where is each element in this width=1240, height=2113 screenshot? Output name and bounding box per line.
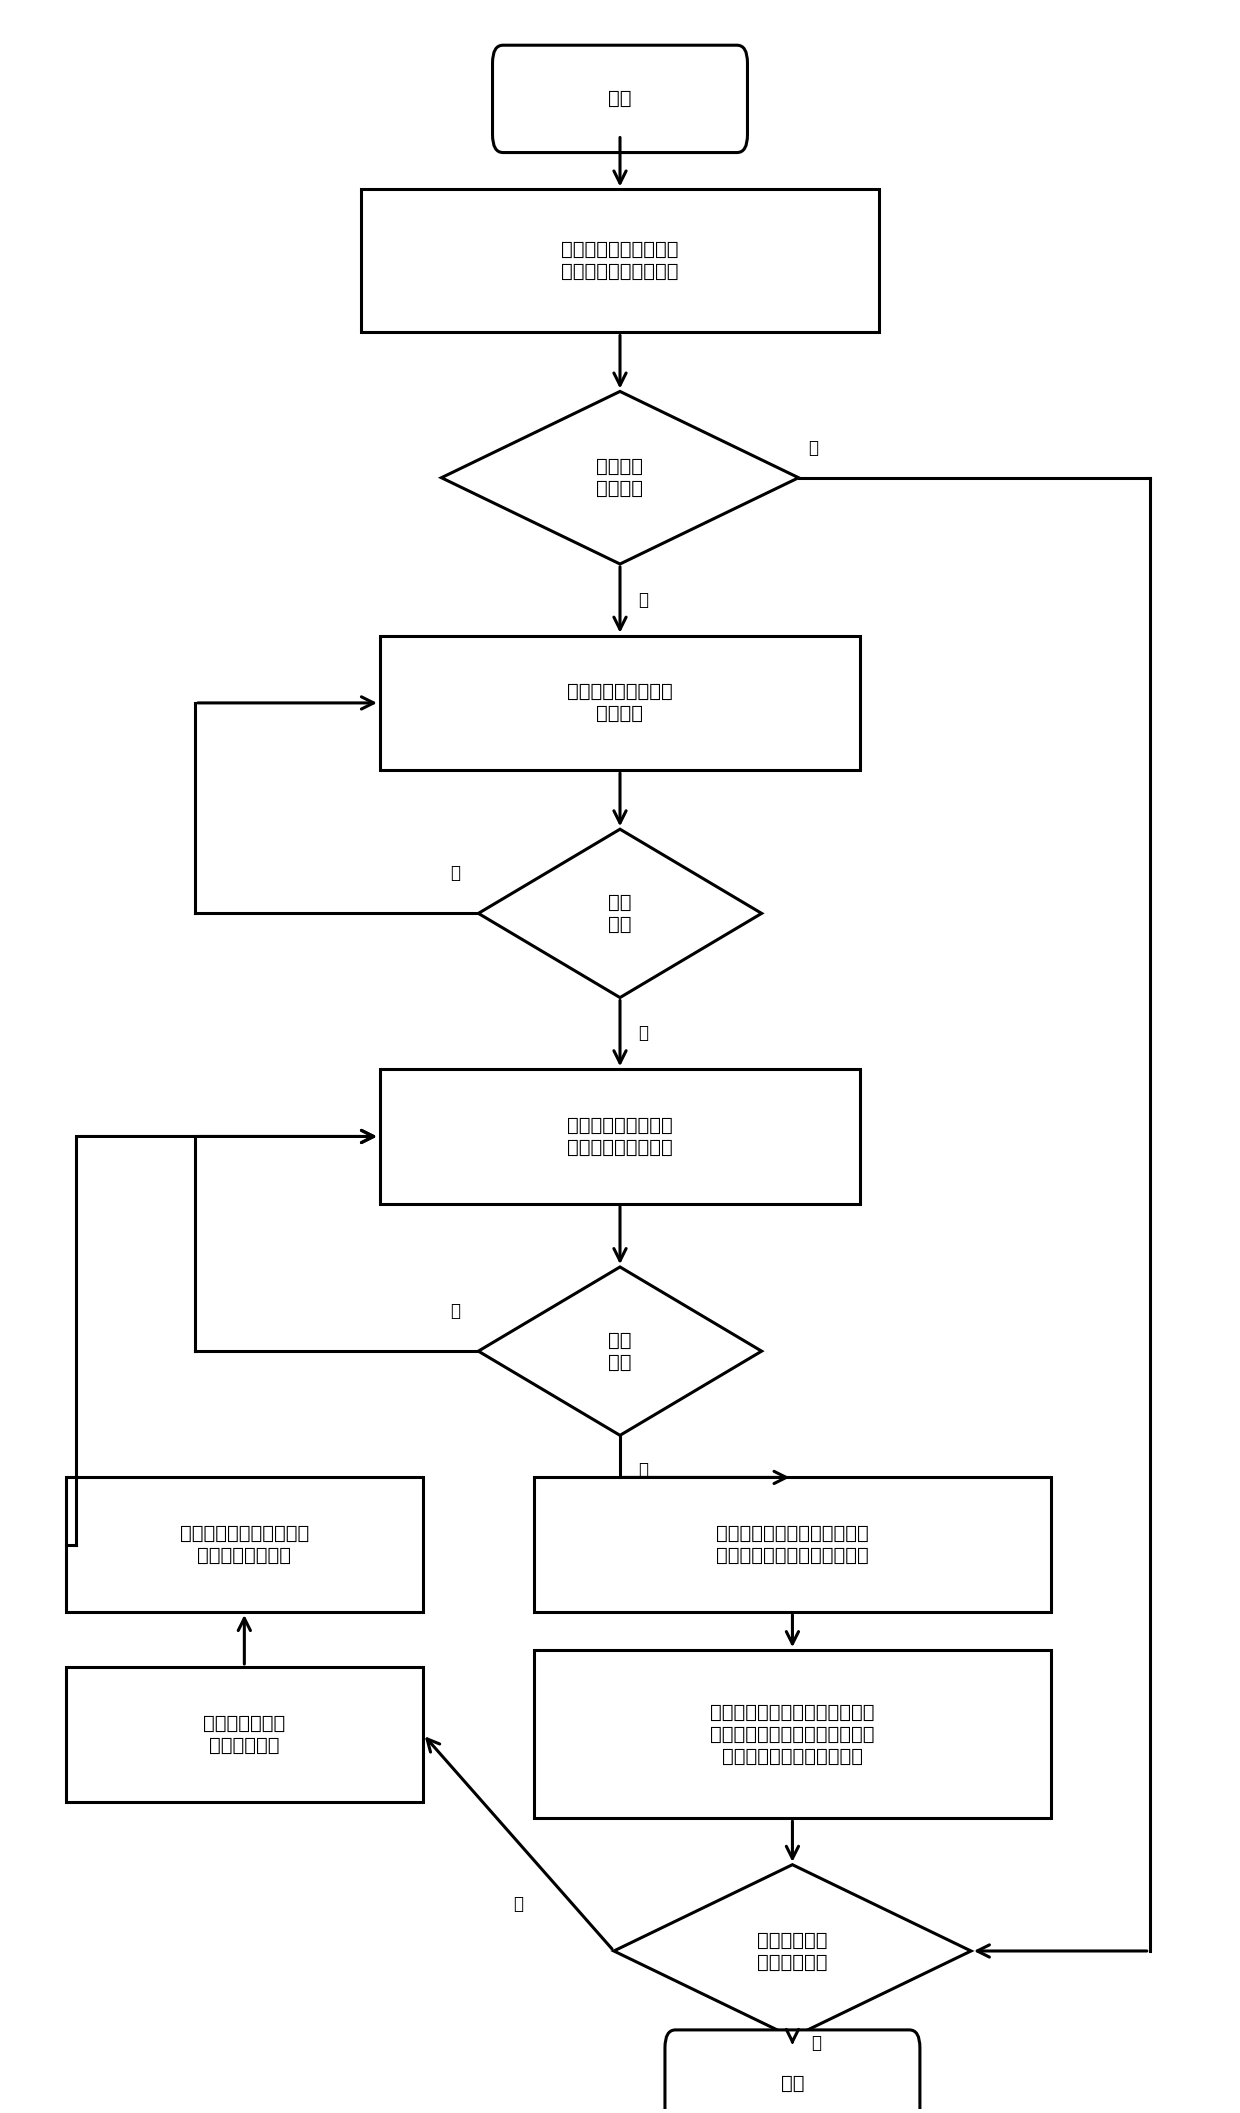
Text: 选择光源类型和硬件
启禁，运行复位模块: 选择光源类型和硬件 启禁，运行复位模块 <box>567 1116 673 1158</box>
Text: 选择测试模式，运行
连接模块: 选择测试模式，运行 连接模块 <box>567 682 673 723</box>
Text: 是: 是 <box>811 2033 821 2052</box>
Text: 继续执行，直至
数据采集结束: 继续执行，直至 数据采集结束 <box>203 1714 285 1754</box>
Text: 开始: 开始 <box>609 89 631 108</box>
Text: 是: 是 <box>639 1025 649 1042</box>
Bar <box>379 1069 861 1204</box>
Text: 否: 否 <box>639 592 649 609</box>
Text: 停止: 停止 <box>781 2075 805 2094</box>
Bar <box>361 190 879 332</box>
Bar <box>66 1667 423 1802</box>
FancyBboxPatch shape <box>492 44 748 152</box>
Text: 时刻检测急停
模块是否触发: 时刻检测急停 模块是否触发 <box>758 1931 827 1971</box>
Text: 处理所采集的测试数据，
并保存至指定路径: 处理所采集的测试数据， 并保存至指定路径 <box>180 1523 309 1566</box>
Polygon shape <box>479 1268 761 1435</box>
Text: 是: 是 <box>639 1460 649 1479</box>
Bar <box>533 1477 1052 1612</box>
Text: 再次确认硬件启禁，预设文件
名、保存路径、硬件工作参数: 再次确认硬件启禁，预设文件 名、保存路径、硬件工作参数 <box>715 1523 869 1566</box>
Text: 测控系统平台向硬件部分发送指
令，执行相应动作，并将测试数
据实时传送至数据采集模块: 测控系统平台向硬件部分发送指 令，执行相应动作，并将测试数 据实时传送至数据采集… <box>711 1703 874 1766</box>
Polygon shape <box>614 1864 971 2037</box>
FancyBboxPatch shape <box>665 2031 920 2113</box>
Polygon shape <box>479 828 761 997</box>
Text: 复位
成功: 复位 成功 <box>609 1331 631 1371</box>
Text: 连接
成功: 连接 成功 <box>609 894 631 934</box>
Bar <box>533 1650 1052 1819</box>
Text: 急停模块
是否触发: 急停模块 是否触发 <box>596 456 644 499</box>
Bar <box>379 636 861 771</box>
Text: 否: 否 <box>513 1895 523 1912</box>
Text: 硬件开机，运行测控系
统平台，进入人机界面: 硬件开机，运行测控系 统平台，进入人机界面 <box>562 241 678 281</box>
Text: 否: 否 <box>450 1302 460 1321</box>
Bar <box>66 1477 423 1612</box>
Text: 否: 否 <box>450 864 460 881</box>
Polygon shape <box>441 391 799 564</box>
Text: 是: 是 <box>808 440 818 456</box>
